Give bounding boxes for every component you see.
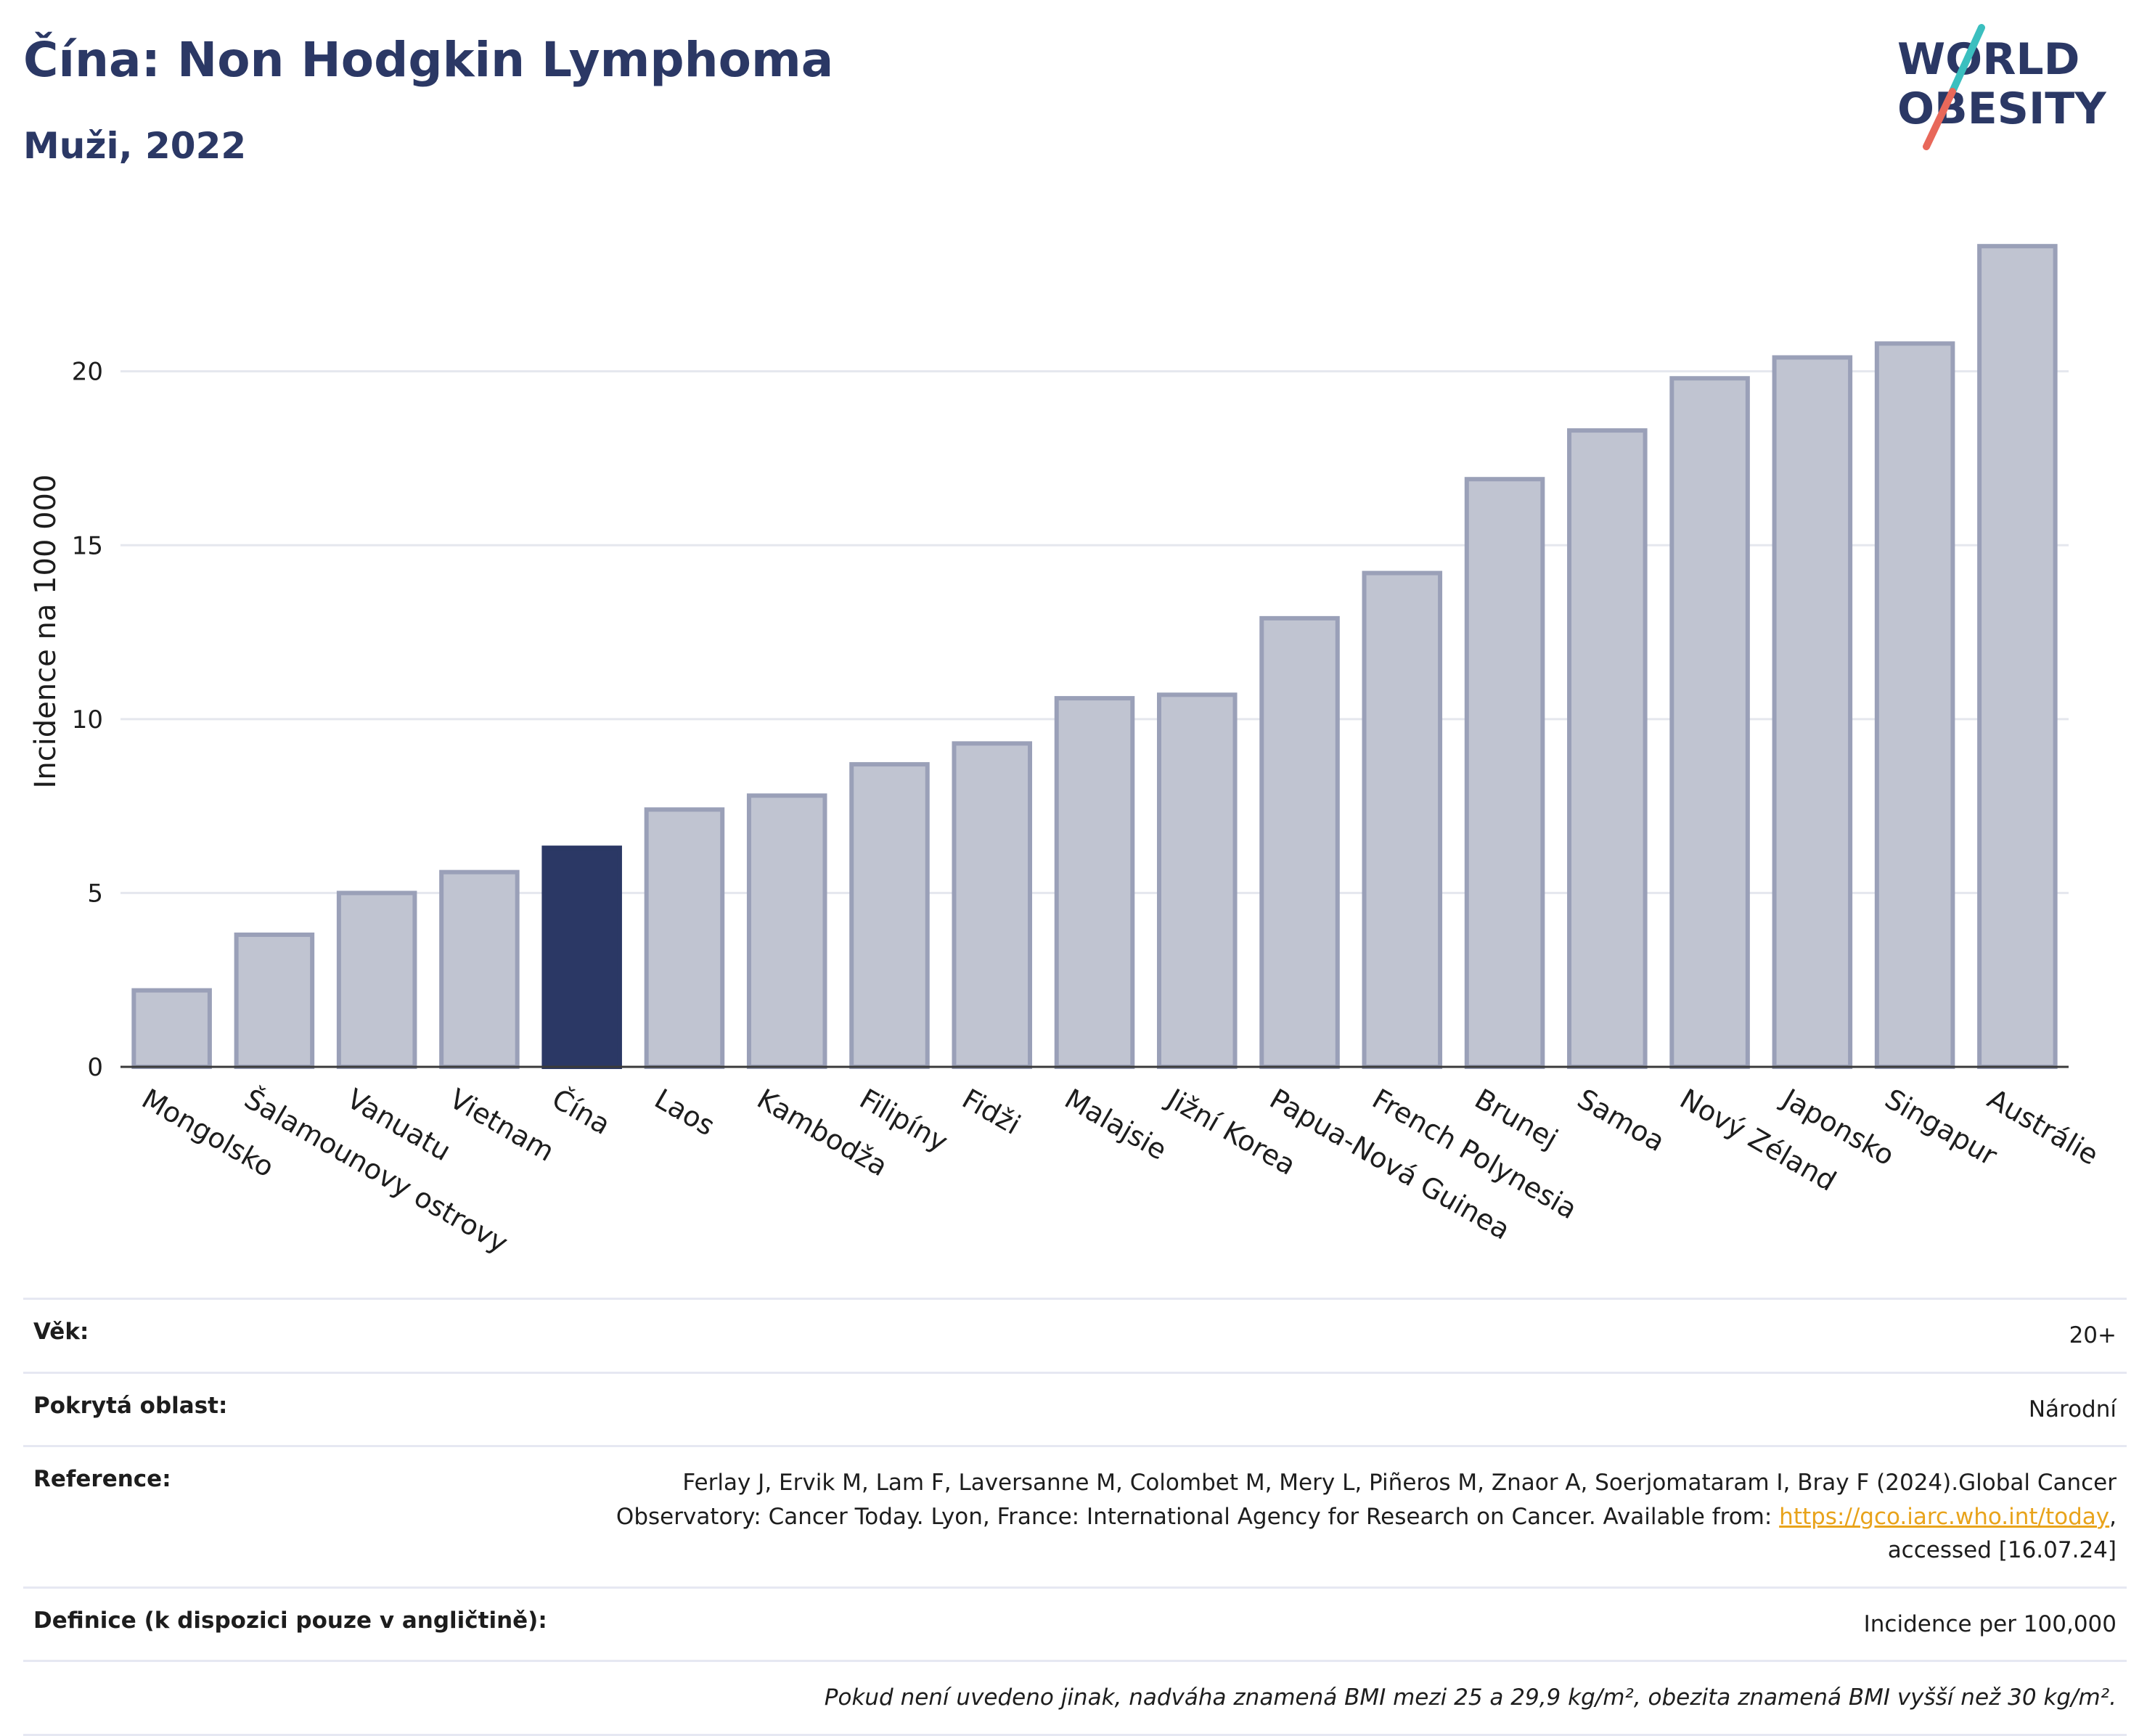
definition-label: Definice (k dispozici pouze v angličtině…: [33, 1607, 547, 1634]
reference-label: Reference:: [33, 1466, 171, 1492]
bar-11: [1259, 615, 1340, 1069]
info-row-age: Věk: 20+: [23, 1298, 2127, 1372]
x-tick-label: Samoa: [1572, 1083, 1670, 1158]
logo-slash-bottom: [1923, 88, 1956, 150]
x-tick-label: Vietnam: [444, 1083, 560, 1168]
info-table: Věk: 20+ Pokrytá oblast: Národní Referen…: [23, 1298, 2127, 1736]
bar-1: [234, 932, 315, 1069]
reference-line1: Ferlay J, Ervik M, Lam F, Laversanne M, …: [682, 1470, 2117, 1496]
bar-17: [1874, 341, 1955, 1070]
info-row-reference: Reference: Ferlay J, Ervik M, Lam F, Lav…: [23, 1445, 2127, 1586]
bar-12: [1362, 570, 1443, 1069]
bar-16: [1772, 355, 1853, 1069]
coverage-label: Pokrytá oblast:: [33, 1392, 228, 1419]
bar-9: [1054, 696, 1135, 1069]
x-tick-label: Malajsie: [1060, 1083, 1173, 1166]
reference-line3: accessed [16.07.24]: [1887, 1537, 2117, 1563]
y-tick-labels: 0 5 10 15 20: [72, 358, 103, 1082]
y-tick-label: 5: [87, 879, 103, 908]
y-tick-label: 0: [87, 1053, 103, 1082]
age-value: 20+: [2069, 1322, 2117, 1348]
y-axis-label: Incidence na 100 000: [29, 475, 62, 789]
reference-value: Ferlay J, Ervik M, Lam F, Laversanne M, …: [616, 1466, 2117, 1568]
bars: [131, 244, 2058, 1070]
world-obesity-logo: WORLD OBESITY: [1897, 24, 2107, 150]
chart-subtitle: Muži, 2022: [23, 125, 247, 167]
y-tick-label: 10: [72, 705, 103, 734]
bar-6: [746, 793, 827, 1069]
bar-8: [952, 741, 1033, 1069]
bmi-note: Pokud není uvedeno jinak, nadváha znamen…: [824, 1684, 2117, 1711]
info-row-note: Pokud není uvedeno jinak, nadváha znamen…: [23, 1660, 2127, 1736]
definition-value: Incidence per 100,000: [1863, 1610, 2117, 1637]
info-row-definition: Definice (k dispozici pouze v angličtině…: [23, 1586, 2127, 1661]
bar-18: [1977, 244, 2058, 1070]
x-tick-label: Austrálie: [1982, 1083, 2104, 1171]
bar-14: [1567, 428, 1648, 1069]
info-row-coverage: Pokrytá oblast: Národní: [23, 1371, 2127, 1446]
x-tick-label: Čína: [547, 1083, 616, 1141]
bar-13: [1464, 477, 1545, 1069]
x-tick-label: Fidži: [957, 1083, 1026, 1141]
x-tick-label: Singapur: [1880, 1083, 2003, 1172]
bar-3: [439, 869, 520, 1069]
reference-line2-end: ,: [2109, 1503, 2117, 1530]
logo-line1: WORLD: [1897, 34, 2079, 85]
logo-slash-top: [1949, 24, 1985, 95]
age-label: Věk:: [33, 1319, 89, 1345]
bar-7: [849, 762, 930, 1069]
y-tick-label: 15: [72, 531, 103, 560]
bar-0: [131, 988, 212, 1070]
bar-10: [1156, 692, 1238, 1069]
bar-5: [644, 807, 725, 1069]
y-tick-label: 20: [72, 358, 103, 387]
bar-4: [541, 846, 622, 1069]
reference-link[interactable]: https://gco.iarc.who.int/today: [1779, 1503, 2110, 1530]
chart-title: Čína: Non Hodgkin Lymphoma: [23, 32, 834, 88]
x-tick-label: Laos: [649, 1083, 720, 1142]
bar-2: [336, 890, 417, 1069]
bar-15: [1669, 376, 1750, 1069]
reference-line2: Observatory: Cancer Today. Lyon, France:…: [616, 1503, 1780, 1530]
coverage-value: Národní: [2028, 1396, 2117, 1422]
